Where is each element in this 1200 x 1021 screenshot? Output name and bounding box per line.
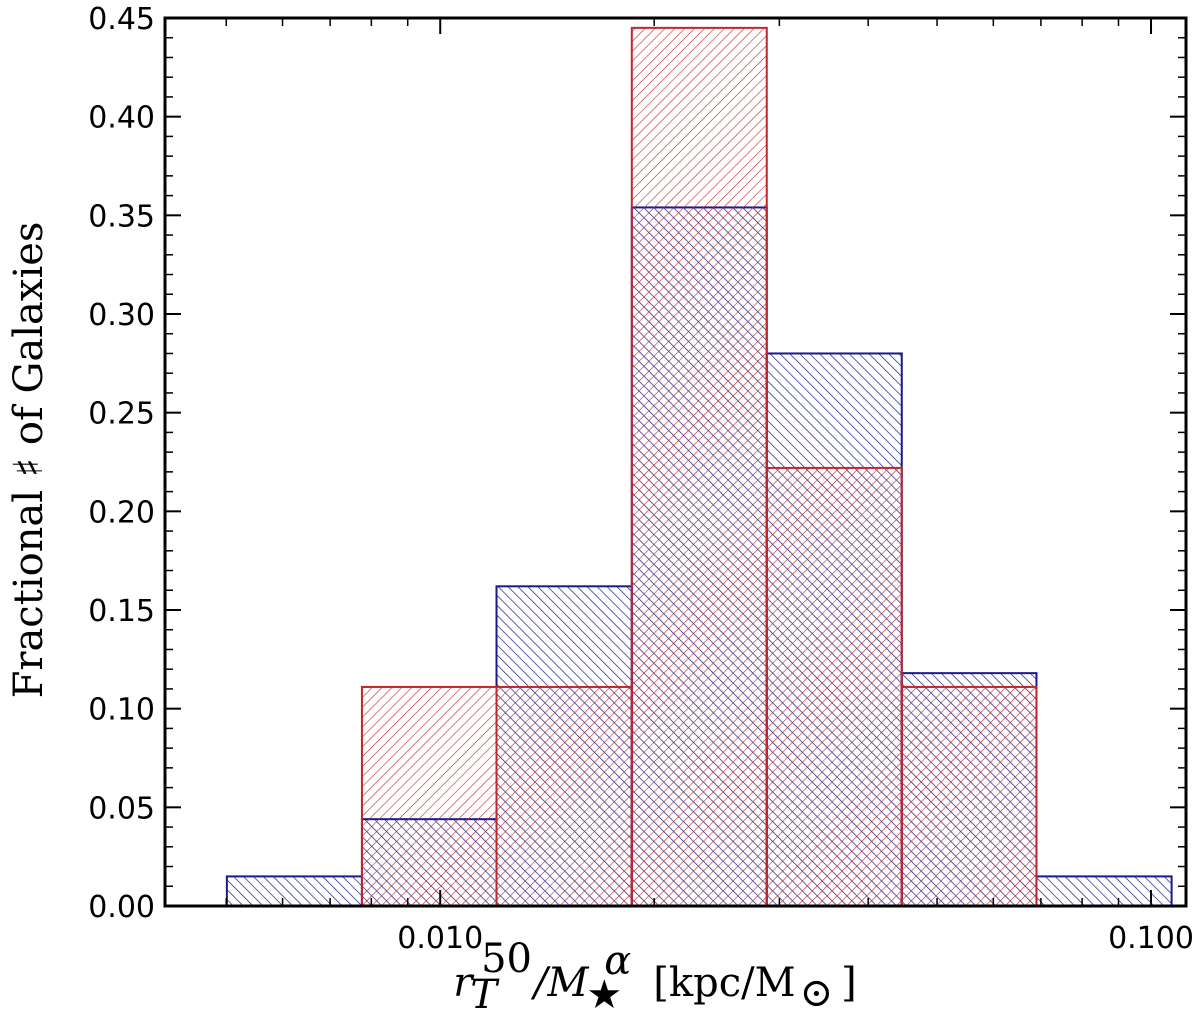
- x-tick-label: 0.010: [397, 921, 483, 956]
- x-label-units-sub: ⊙: [800, 970, 834, 1016]
- x-label-sub-t: T: [470, 972, 500, 1018]
- y-axis-label: Fractional ♯ of Galaxies: [6, 222, 52, 699]
- x-tick-label: 0.100: [1108, 921, 1194, 956]
- y-tick-label: 0.45: [88, 2, 155, 37]
- x-label-r: r: [453, 960, 475, 1006]
- y-tick-label: 0.00: [88, 890, 155, 925]
- plot-frame: [163, 16, 1188, 908]
- histogram-bar-series-1-bin-1: [225, 875, 363, 908]
- y-tick-label: 0.35: [88, 199, 155, 234]
- x-label-sub-star: ★: [586, 972, 622, 1018]
- x-label-over-m: /M: [530, 960, 589, 1006]
- y-tick-label: 0.05: [88, 791, 155, 826]
- y-tick-label: 0.30: [88, 298, 155, 333]
- y-axis-label-text: Fractional ♯ of Galaxies: [6, 222, 52, 699]
- y-tick-label: 0.20: [88, 495, 155, 530]
- x-label-sup-alpha: α: [604, 938, 631, 984]
- histogram-bar-series-2-bin-6: [900, 685, 1038, 908]
- x-axis-label: rT50/M★α [kpc/M ⊙]: [453, 936, 856, 1018]
- x-label-sup-50: 50: [481, 936, 532, 982]
- bars-layer: [225, 26, 1173, 908]
- y-tick-label: 0.25: [88, 397, 155, 432]
- histogram-bar-series-2-bin-4: [630, 26, 768, 908]
- histogram-bar-series-2-bin-3: [495, 685, 633, 908]
- y-tick-label: 0.15: [88, 594, 155, 629]
- ticks-layer: 0.00 0.05 0.10 0.15 0.20 0.25 0.30 0.35 0.40 0.45…: [88, 2, 1194, 956]
- histogram-bar-series-2-bin-5: [765, 466, 903, 907]
- histogram-bar-series-2-bin-2: [360, 685, 498, 908]
- x-axis-label-text: rT50/M★α [kpc/M ⊙]: [453, 936, 856, 1018]
- y-tick-label: 0.10: [88, 693, 155, 728]
- x-label-units: [kpc/M: [653, 960, 795, 1006]
- x-label-units-close: ]: [841, 960, 857, 1006]
- y-tick-label: 0.40: [88, 101, 155, 136]
